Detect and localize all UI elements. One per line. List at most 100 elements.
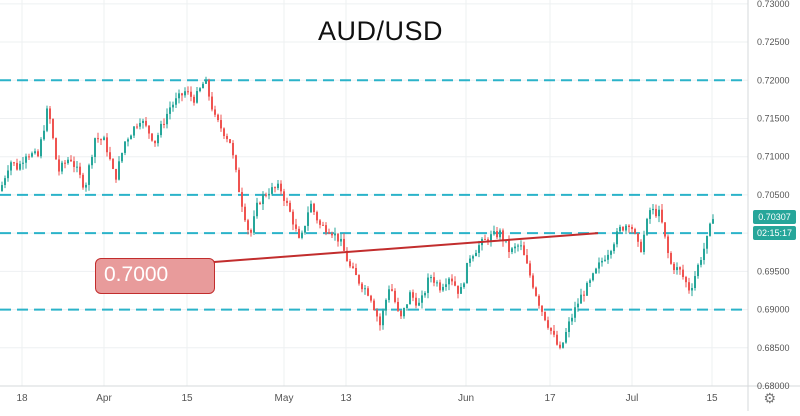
candle-body xyxy=(673,263,675,271)
x-tick-label: 15 xyxy=(181,393,193,404)
candle-body xyxy=(262,194,264,205)
candle-body xyxy=(109,152,111,160)
price-callout-label: 0.7000 xyxy=(104,263,169,286)
candle-body xyxy=(517,245,519,247)
candle-body xyxy=(64,162,66,164)
candle-body xyxy=(352,266,354,268)
trend-line xyxy=(213,232,599,263)
candle-body xyxy=(484,238,486,240)
gear-icon[interactable]: ⚙ xyxy=(763,390,776,406)
candle-body xyxy=(289,202,291,212)
candle-body xyxy=(514,246,516,249)
candle-body xyxy=(172,104,174,108)
x-tick-label: Apr xyxy=(96,393,112,404)
candle-body xyxy=(589,280,591,283)
candle-body xyxy=(535,287,537,296)
candle-body xyxy=(550,327,552,331)
candle-body xyxy=(706,235,708,249)
candle-body xyxy=(94,138,96,158)
candle-body xyxy=(70,159,72,162)
candle-body xyxy=(58,159,60,172)
candle-body xyxy=(562,342,564,348)
candle-body xyxy=(649,210,651,219)
candle-body xyxy=(349,261,351,267)
candle-body xyxy=(424,292,426,296)
candle-body xyxy=(205,79,207,84)
candle-body xyxy=(295,224,297,229)
candle-body xyxy=(643,234,645,252)
candle-body xyxy=(601,260,603,263)
candle-body xyxy=(694,276,696,289)
candle-body xyxy=(16,162,18,170)
candle-body xyxy=(361,283,363,290)
candle-body xyxy=(67,159,69,164)
candle-body xyxy=(571,317,573,322)
y-tick-label: 0.68000 xyxy=(757,381,790,391)
candle-body xyxy=(229,139,231,143)
candle-body xyxy=(241,192,243,207)
candle-body xyxy=(457,285,459,294)
candle-body xyxy=(496,231,498,238)
candle-body xyxy=(421,295,423,303)
candle-body xyxy=(268,193,270,196)
candle-body xyxy=(628,225,630,227)
candle-body xyxy=(310,203,312,213)
candle-body xyxy=(703,248,705,261)
candle-body xyxy=(13,162,15,164)
candle-body xyxy=(313,203,315,213)
candle-body xyxy=(247,220,249,230)
candle-body xyxy=(661,209,663,223)
candle-body xyxy=(556,334,558,345)
candle-body xyxy=(7,170,9,179)
candle-body xyxy=(511,248,513,253)
candle-body xyxy=(385,299,387,311)
candle-body xyxy=(34,151,36,154)
x-tick-label: 18 xyxy=(16,393,28,404)
candle-body xyxy=(277,183,279,189)
candle-body xyxy=(1,185,3,192)
candle-body xyxy=(400,310,402,317)
candle-body xyxy=(184,91,186,96)
candle-body xyxy=(280,183,282,192)
candle-body xyxy=(394,290,396,302)
candle-body xyxy=(100,139,102,141)
price-callout[interactable]: 0.7000 xyxy=(95,258,215,294)
candle-body xyxy=(586,282,588,296)
x-tick-label: Jul xyxy=(626,393,639,404)
candle-body xyxy=(397,301,399,311)
candle-body xyxy=(124,141,126,153)
candle-body xyxy=(259,202,261,205)
candle-body xyxy=(10,162,12,171)
candle-body xyxy=(574,307,576,318)
candle-body xyxy=(154,140,156,144)
candle-body xyxy=(442,286,444,291)
candle-body xyxy=(523,245,525,256)
candle-body xyxy=(148,125,150,134)
candle-body xyxy=(151,133,153,141)
candle-body xyxy=(370,295,372,301)
candle-body xyxy=(658,209,660,217)
candle-body xyxy=(97,138,99,140)
candle-body xyxy=(508,240,510,253)
candle-body xyxy=(193,96,195,103)
candle-body xyxy=(700,260,702,265)
candle-body xyxy=(625,225,627,231)
candle-body xyxy=(139,122,141,127)
candle-body xyxy=(187,91,189,93)
candle-body xyxy=(580,294,582,304)
candle-body xyxy=(490,234,492,242)
candle-body xyxy=(685,277,687,283)
candle-body xyxy=(226,136,228,140)
candle-body xyxy=(592,273,594,281)
candle-body xyxy=(664,222,666,237)
candle-body xyxy=(217,114,219,121)
candle-body xyxy=(31,153,33,157)
y-tick-label: 0.72500 xyxy=(757,37,790,47)
candle-body xyxy=(301,232,303,238)
candle-body xyxy=(157,135,159,144)
candle-body xyxy=(337,233,339,242)
candle-body xyxy=(118,161,120,180)
candle-body xyxy=(553,330,555,335)
